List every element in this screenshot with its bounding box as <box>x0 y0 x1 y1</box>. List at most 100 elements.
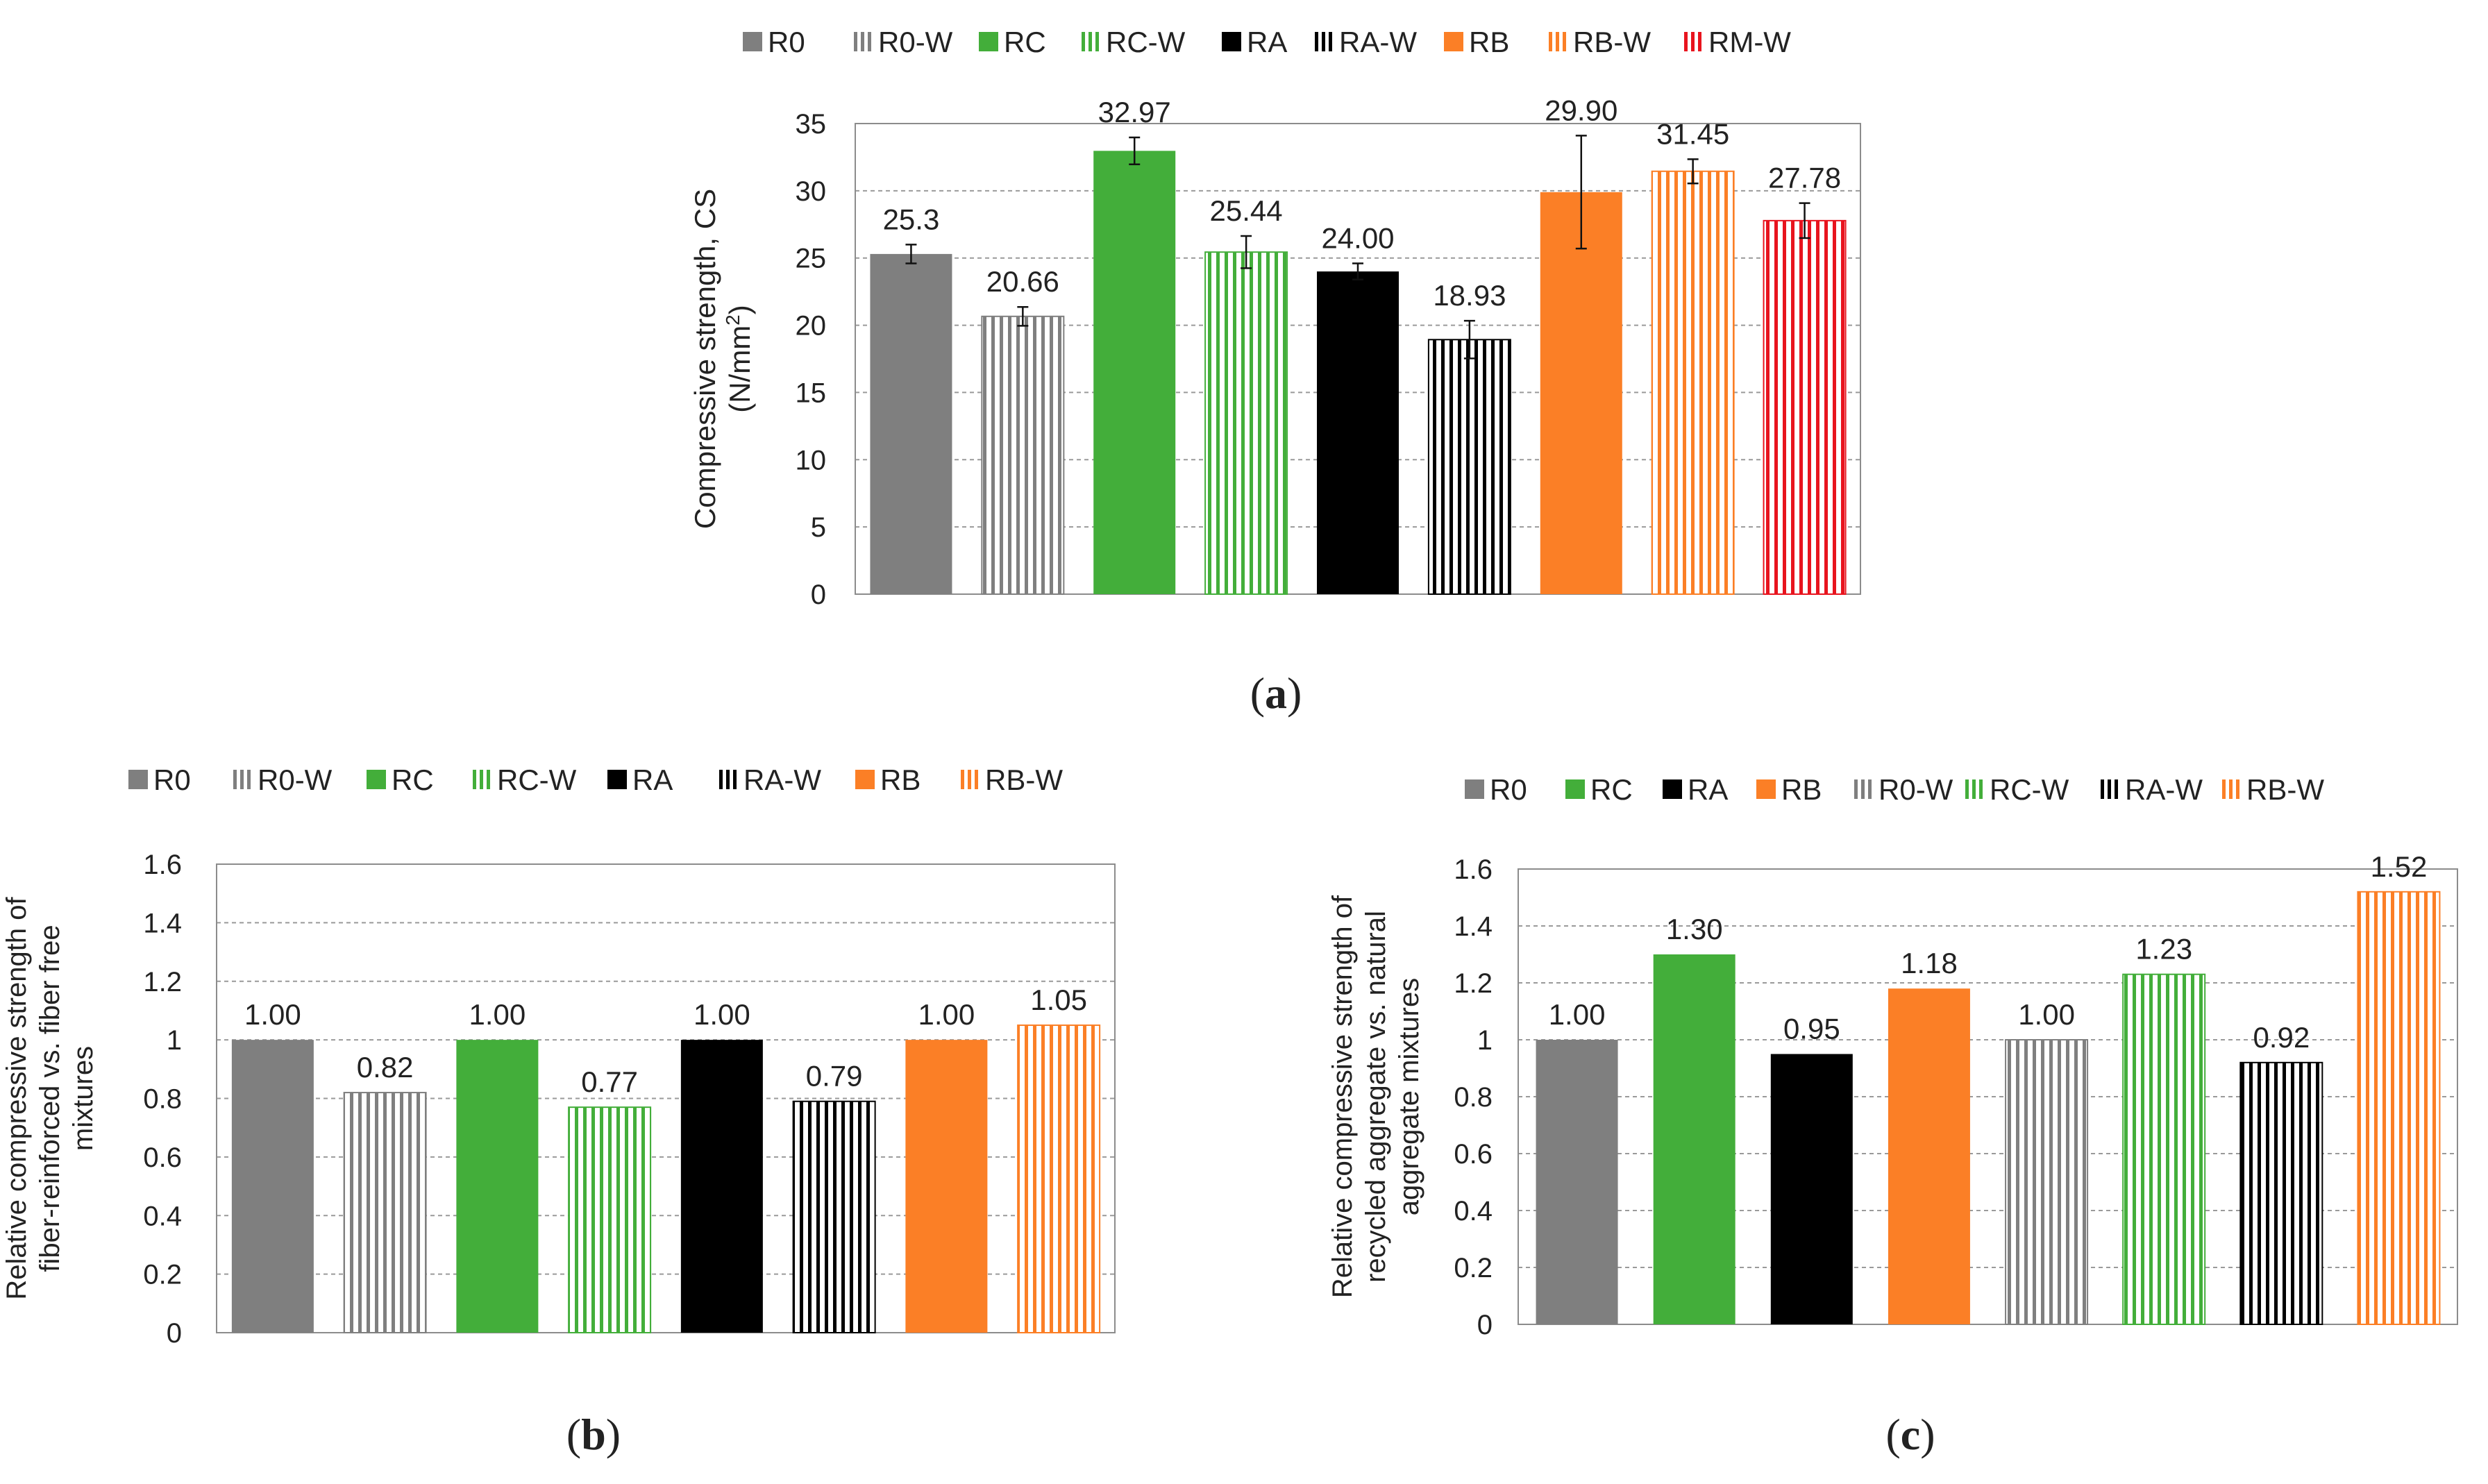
data-label-rb: 1.00 <box>918 998 975 1031</box>
y-tick-label: 1.4 <box>1454 911 1493 942</box>
data-label-ra-w: 18.93 <box>1433 279 1506 312</box>
bar-rc-w <box>568 1106 652 1333</box>
legend-item-rc: RC <box>979 26 1046 58</box>
legend-item-r0: R0 <box>743 26 805 58</box>
legend-swatch-ra-w <box>2100 779 2119 799</box>
error-bar-rc <box>1129 136 1141 165</box>
legend-label: RB <box>1469 26 1509 58</box>
legend-item-rb: RB <box>855 764 921 796</box>
data-label-rb: 1.18 <box>1901 947 1958 979</box>
legend-label: RM-W <box>1708 26 1791 58</box>
data-label-r0: 25.3 <box>883 203 940 235</box>
legend-label: RB-W <box>985 764 1063 796</box>
y-tick-label: 25 <box>796 244 827 274</box>
error-bar-ra <box>1352 262 1363 280</box>
legend-swatch-rb-w <box>2221 779 2241 799</box>
y-tick-label: 15 <box>796 378 827 408</box>
y-tick-label: 1.2 <box>143 967 182 997</box>
legend-item-ra: RA <box>1222 26 1287 58</box>
legend-swatch-r0 <box>128 770 148 789</box>
error-bar-ra-w <box>1463 319 1475 360</box>
legend-label: RC <box>1004 26 1046 58</box>
y-tick-label: 1 <box>167 1025 182 1056</box>
legend-label: RC <box>392 764 434 796</box>
legend-swatch-rc <box>367 770 386 789</box>
data-label-rb: 29.90 <box>1545 94 1617 126</box>
bar-rc <box>1093 151 1176 595</box>
legend-label: RC-W <box>1990 773 2069 806</box>
data-label-rc-w: 0.77 <box>581 1065 638 1098</box>
legend-label: R0 <box>768 26 805 58</box>
legend-item-rc-w: RC-W <box>472 764 577 796</box>
bar-rc-w <box>2122 973 2206 1325</box>
bar-ra-w <box>1427 339 1511 595</box>
legend-item-rb-w: RB-W <box>1548 26 1651 58</box>
y-tick-label: 0.2 <box>1454 1253 1493 1283</box>
data-label-ra-w: 0.92 <box>2253 1021 2310 1054</box>
legend-item-r0: R0 <box>1465 773 1527 806</box>
data-label-rm-w: 27.78 <box>1768 162 1841 194</box>
bar-r0-w <box>981 315 1065 595</box>
legend-label: R0-W <box>1878 773 1953 806</box>
y-tick-label: 0.4 <box>143 1201 182 1231</box>
chart-caption: (b) <box>566 1410 621 1459</box>
bar-rb-w <box>1017 1025 1101 1333</box>
legend-swatch-rb <box>1444 32 1463 51</box>
legend-swatch-r0 <box>1465 779 1484 799</box>
legend-swatch-ra-w <box>1314 32 1334 51</box>
y-tick-label: 0.6 <box>143 1142 182 1173</box>
legend-swatch-ra-w <box>718 770 738 789</box>
plot-area <box>216 863 1116 1333</box>
bars: 25.3 20.66 32.97 25.44 24.00 18.93 29.90 31.45 2… <box>870 94 1847 596</box>
legend-item-rc-w: RC-W <box>1081 26 1186 58</box>
bar-ra-w <box>2239 1061 2323 1326</box>
error-bar-r0-w <box>1017 305 1029 327</box>
bar-ra-w <box>792 1100 876 1333</box>
legend-label: RA-W <box>2125 773 2203 806</box>
legend-item-rb: RB <box>1756 773 1822 806</box>
legend-item-rc-w: RC-W <box>1965 773 2069 806</box>
error-bar-rm-w <box>1799 202 1810 239</box>
y-tick-label: 30 <box>796 176 827 207</box>
legend-item-rc: RC <box>367 764 434 796</box>
legend-swatch-ra <box>1663 779 1682 799</box>
data-label-r0: 1.00 <box>1549 998 1606 1031</box>
legend-label: RC-W <box>497 764 577 796</box>
bars: 1.00 1.30 0.95 1.18 1.00 1.23 0.92 1.52 <box>1536 850 2441 1326</box>
legend-label: RA-W <box>1339 26 1417 58</box>
legend: R0 R0-W RC RC-W RA RA-W RB RB-W <box>128 764 1063 796</box>
chart-b-relative-fiber: R0 R0-W RC RC-W RA RA-W RB RB-W 0 0.2 0.4 0.6 0.8 1 1.… <box>1 764 1116 1459</box>
legend-item-rb-w: RB-W <box>2221 773 2324 806</box>
y-tick-label: 20 <box>796 311 827 342</box>
y-tick-label: 1 <box>1477 1025 1493 1056</box>
legend-label: RA <box>1247 26 1287 58</box>
bar-r0 <box>1536 1040 1618 1324</box>
legend-item-r0-w: R0-W <box>853 26 953 58</box>
legend-label: R0-W <box>878 26 953 58</box>
data-label-ra: 0.95 <box>1783 1013 1840 1045</box>
y-tick-label: 5 <box>811 512 826 543</box>
error-bar-rb-w <box>1687 158 1699 185</box>
bar-rc-w <box>1204 251 1288 595</box>
legend-swatch-r0 <box>743 32 762 51</box>
legend-label: RB <box>1781 773 1822 806</box>
legend-label: RC-W <box>1106 26 1186 58</box>
y-tick-label: 0 <box>811 580 826 610</box>
bar-r0-w <box>2005 1039 2089 1325</box>
legend-label: R0-W <box>258 764 333 796</box>
bar-rm-w <box>1763 219 1847 596</box>
y-tick-label: 1.6 <box>143 850 182 880</box>
data-label-ra-w: 0.79 <box>806 1060 863 1093</box>
plot-area <box>1518 868 2458 1325</box>
chart-a-compressive-strength: R0 R0-W RC RC-W RA RA-W RB RB-W RM-W 0 5 10 15 20 25 30… <box>689 26 1861 718</box>
legend-item-ra: RA <box>607 764 673 796</box>
legend-swatch-rb <box>855 770 875 789</box>
bar-rb <box>1888 988 1970 1324</box>
legend-swatch-r0-w <box>1854 779 1873 799</box>
y-tick-label: 0.4 <box>1454 1196 1493 1226</box>
bars: 1.00 0.82 1.00 0.77 1.00 0.79 1.00 1.05 <box>231 984 1101 1333</box>
bar-rc <box>456 1040 539 1333</box>
data-label-r0-w: 1.00 <box>2018 998 2075 1031</box>
legend: R0 R0-W RC RC-W RA RA-W RB RB-W RM-W <box>743 26 1791 58</box>
legend-swatch-rb-w <box>960 770 980 789</box>
